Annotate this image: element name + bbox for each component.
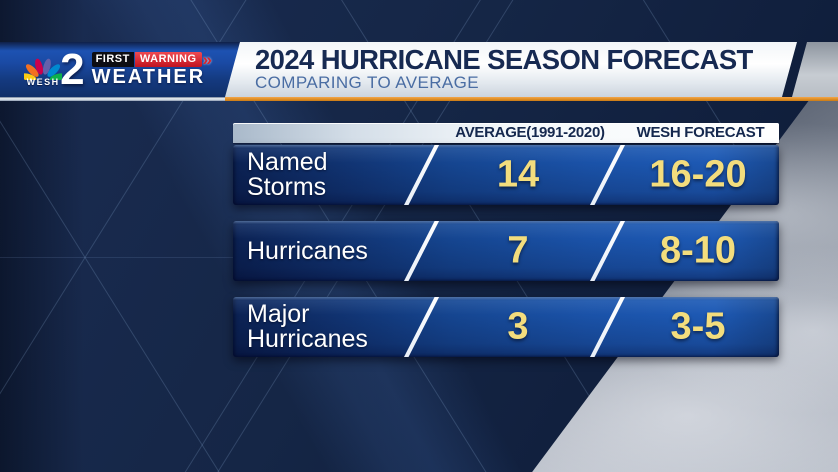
- first-badge: FIRST: [92, 52, 134, 67]
- forecast-value: 8-10: [659, 229, 737, 272]
- first-warning-weather-lockup: FIRST WARNING » WEATHER: [92, 52, 212, 88]
- header-band: 2024 HURRICANE SEASON FORECAST COMPARING…: [0, 42, 838, 101]
- row-label: Hurricanes: [247, 236, 368, 265]
- page-subtitle: COMPARING TO AVERAGE: [255, 73, 480, 92]
- header-accent-line: [218, 97, 838, 101]
- average-value: 7: [507, 229, 529, 272]
- average-value: 14: [496, 153, 540, 196]
- slash-divider: [402, 221, 439, 281]
- column-header-average: AVERAGE(1991-2020): [455, 124, 605, 141]
- nbc-peacock-icon: [24, 56, 62, 80]
- forecast-table: AVERAGE(1991-2020) WESH FORECAST Named S…: [233, 123, 779, 357]
- forecast-value: 3-5: [670, 305, 726, 348]
- row-label: Named Storms: [247, 148, 328, 201]
- slash-divider: [402, 297, 439, 357]
- table-row-major-hurricanes: Major Hurricanes 3 3-5: [233, 297, 779, 357]
- chevrons-icon: »: [202, 49, 212, 69]
- warning-badge: WARNING: [135, 52, 202, 67]
- station-name: WESH: [26, 76, 60, 87]
- logo-bar-underline: [0, 97, 225, 101]
- channel-number: 2: [60, 44, 85, 94]
- station-logo: WESH: [24, 56, 62, 87]
- station-logo-bar: WESH 2 FIRST WARNING » WEATHER: [0, 42, 240, 97]
- header-banner: 2024 HURRICANE SEASON FORECAST COMPARING…: [221, 42, 797, 97]
- average-value: 3: [507, 305, 529, 348]
- column-header-forecast: WESH FORECAST: [636, 124, 765, 141]
- page-title: 2024 HURRICANE SEASON FORECAST: [255, 44, 753, 75]
- table-row-named-storms: Named Storms 14 16-20: [233, 145, 779, 205]
- header-gray-endcap: [792, 42, 838, 97]
- weather-wordmark: WEATHER: [91, 65, 206, 88]
- slash-divider: [402, 145, 439, 205]
- row-label: Major Hurricanes: [247, 300, 368, 353]
- table-row-hurricanes: Hurricanes 7 8-10: [233, 221, 779, 281]
- table-header: AVERAGE(1991-2020) WESH FORECAST: [233, 123, 779, 143]
- forecast-value: 16-20: [649, 153, 747, 196]
